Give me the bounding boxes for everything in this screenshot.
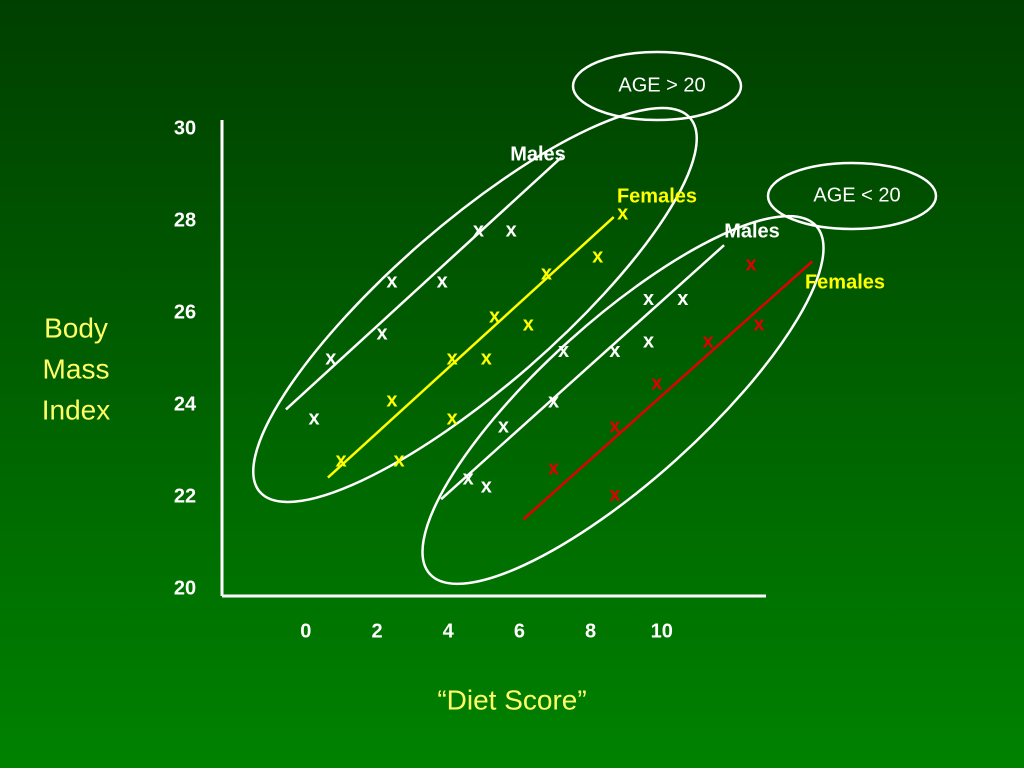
annotation: AGE < 20 bbox=[813, 184, 900, 206]
point: x bbox=[498, 416, 509, 438]
point: x bbox=[325, 348, 336, 370]
x-tick-label: 10 bbox=[651, 620, 673, 642]
point: x bbox=[609, 340, 620, 362]
y-axis-label: Mass bbox=[43, 353, 110, 384]
point: x bbox=[386, 271, 397, 293]
point: x bbox=[702, 331, 713, 353]
annotation-ellipse bbox=[571, 50, 743, 122]
x-tick-label: 2 bbox=[371, 620, 382, 642]
point: x bbox=[489, 306, 500, 328]
point: x bbox=[473, 220, 484, 242]
annotation-ellipse bbox=[766, 161, 938, 231]
x-tick-label: 0 bbox=[300, 620, 311, 642]
y-axis-label: Index bbox=[42, 394, 111, 425]
series-label: Males bbox=[510, 143, 566, 165]
x-tick-label: 8 bbox=[585, 620, 596, 642]
point: x bbox=[447, 348, 458, 370]
series-label: Females bbox=[617, 185, 697, 207]
annotation: AGE > 20 bbox=[618, 74, 705, 96]
y-tick-label: 20 bbox=[174, 578, 196, 600]
point: x bbox=[746, 254, 757, 276]
point: x bbox=[336, 450, 347, 472]
point: x bbox=[753, 314, 764, 336]
point: x bbox=[651, 372, 662, 394]
trend-line bbox=[522, 260, 814, 521]
y-tick-label: 28 bbox=[174, 210, 196, 232]
point: x bbox=[523, 314, 534, 336]
x-tick-label: 6 bbox=[514, 620, 525, 642]
point: x bbox=[541, 262, 552, 284]
point: x bbox=[481, 348, 492, 370]
x-axis-label: “Diet Score” bbox=[437, 684, 586, 715]
point: x bbox=[558, 340, 569, 362]
trend-line bbox=[327, 216, 615, 479]
point: x bbox=[463, 468, 474, 490]
series-label: Females bbox=[805, 271, 885, 293]
point: x bbox=[643, 288, 654, 310]
point: x bbox=[548, 458, 559, 480]
point: x bbox=[548, 390, 559, 412]
x-tick-label: 4 bbox=[443, 620, 455, 642]
point: x bbox=[609, 416, 620, 438]
point: x bbox=[643, 331, 654, 353]
y-axis-label: Body bbox=[44, 312, 108, 343]
y-tick-label: 30 bbox=[174, 117, 196, 139]
trend-line bbox=[285, 156, 563, 411]
point: x bbox=[481, 476, 492, 498]
point: x bbox=[308, 407, 319, 429]
point: x bbox=[386, 389, 397, 411]
point: x bbox=[609, 484, 620, 506]
point: x bbox=[447, 407, 458, 429]
y-tick-label: 22 bbox=[174, 486, 196, 508]
point: x bbox=[506, 220, 517, 242]
point: x bbox=[437, 271, 448, 293]
point: x bbox=[677, 288, 688, 310]
y-tick-label: 24 bbox=[174, 394, 197, 416]
point: x bbox=[592, 245, 603, 267]
point: x bbox=[617, 203, 628, 225]
y-tick-label: 26 bbox=[174, 302, 196, 324]
point: x bbox=[376, 323, 387, 345]
point: x bbox=[394, 450, 405, 472]
series-label: Males bbox=[724, 220, 780, 242]
trend-line bbox=[440, 244, 725, 501]
